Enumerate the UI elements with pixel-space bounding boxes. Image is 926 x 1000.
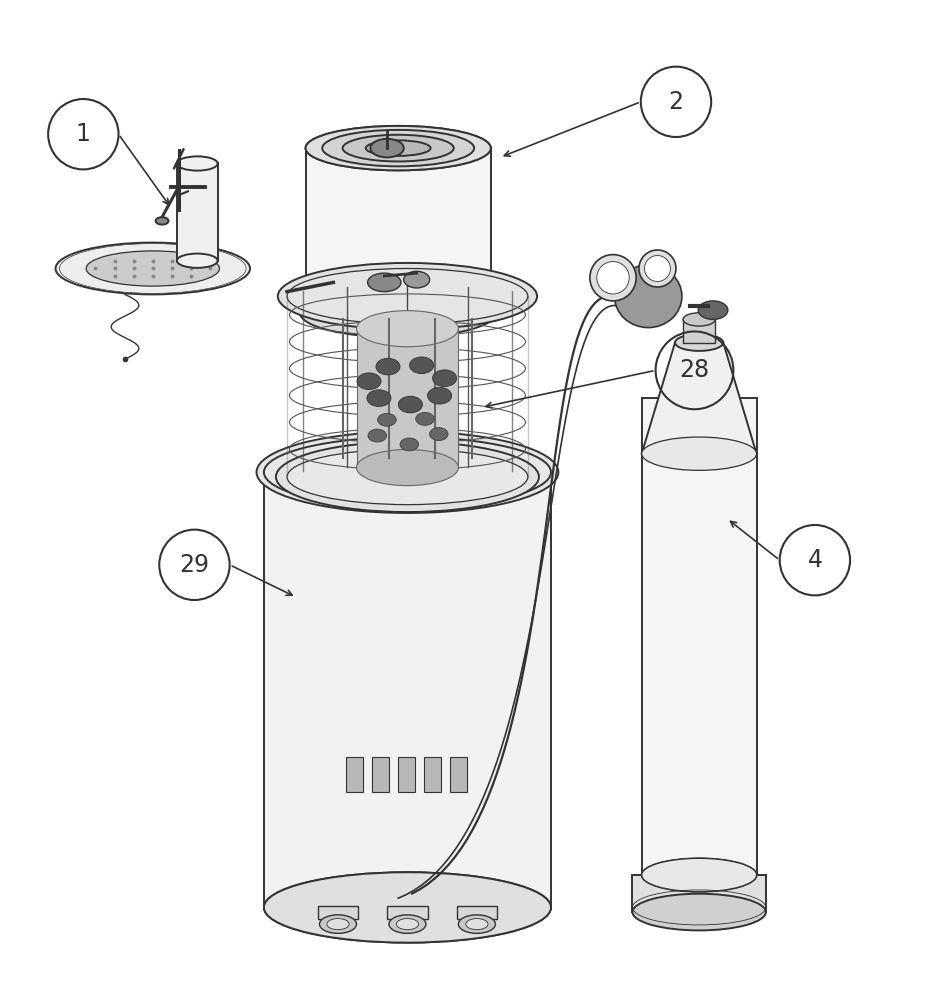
Ellipse shape (177, 254, 218, 268)
Ellipse shape (404, 271, 430, 288)
Bar (450, 757, 467, 792)
Text: 1: 1 (76, 122, 91, 146)
Ellipse shape (86, 251, 219, 286)
Ellipse shape (343, 135, 454, 161)
Ellipse shape (287, 449, 528, 505)
Ellipse shape (400, 438, 419, 451)
Ellipse shape (264, 437, 551, 507)
Text: 4: 4 (807, 548, 822, 572)
Ellipse shape (615, 265, 682, 328)
Bar (398, 757, 415, 792)
Ellipse shape (306, 265, 491, 309)
Ellipse shape (639, 250, 676, 287)
Ellipse shape (466, 919, 488, 930)
Ellipse shape (300, 289, 496, 337)
Text: 2: 2 (669, 90, 683, 114)
Ellipse shape (357, 311, 458, 347)
Ellipse shape (590, 255, 636, 301)
Ellipse shape (430, 428, 448, 441)
Bar (300, 287, 496, 313)
Text: 29: 29 (180, 553, 209, 577)
Ellipse shape (409, 357, 433, 374)
Ellipse shape (632, 894, 766, 930)
Ellipse shape (264, 872, 551, 943)
Ellipse shape (367, 390, 391, 406)
Ellipse shape (177, 156, 218, 171)
Ellipse shape (56, 243, 250, 294)
Bar (632, 875, 766, 912)
Ellipse shape (306, 126, 491, 170)
Ellipse shape (416, 412, 434, 425)
Ellipse shape (357, 373, 381, 390)
Bar (683, 319, 715, 343)
Ellipse shape (644, 256, 670, 281)
Ellipse shape (306, 265, 491, 309)
Ellipse shape (264, 872, 551, 943)
Ellipse shape (683, 313, 715, 326)
Bar (306, 148, 491, 287)
Ellipse shape (322, 130, 474, 166)
Ellipse shape (278, 263, 537, 330)
Ellipse shape (642, 858, 757, 892)
Ellipse shape (642, 858, 757, 892)
Ellipse shape (376, 358, 400, 375)
Ellipse shape (389, 915, 426, 933)
Ellipse shape (366, 140, 431, 156)
Ellipse shape (368, 273, 401, 292)
Ellipse shape (378, 413, 396, 426)
Ellipse shape (596, 262, 630, 294)
Bar (318, 906, 358, 919)
Ellipse shape (257, 431, 558, 513)
Ellipse shape (458, 915, 495, 933)
Ellipse shape (306, 126, 491, 170)
Ellipse shape (276, 442, 539, 512)
Bar (387, 906, 428, 919)
Ellipse shape (398, 396, 422, 413)
Bar (424, 757, 441, 792)
Polygon shape (642, 343, 757, 454)
Ellipse shape (396, 919, 419, 930)
Text: 28: 28 (680, 358, 709, 382)
Ellipse shape (368, 429, 386, 442)
Ellipse shape (642, 437, 757, 470)
Ellipse shape (698, 301, 728, 319)
Bar (642, 398, 757, 875)
Ellipse shape (357, 450, 458, 486)
Ellipse shape (319, 915, 357, 933)
Bar (346, 757, 363, 792)
Ellipse shape (59, 244, 246, 293)
Bar (357, 329, 458, 468)
Bar (457, 906, 497, 919)
Bar (177, 163, 218, 261)
Ellipse shape (675, 334, 723, 351)
Bar (372, 757, 389, 792)
Ellipse shape (327, 919, 349, 930)
Ellipse shape (432, 370, 457, 387)
Ellipse shape (428, 387, 452, 404)
Ellipse shape (287, 268, 528, 324)
Bar (264, 472, 551, 907)
Ellipse shape (370, 139, 404, 157)
Ellipse shape (156, 217, 169, 225)
Ellipse shape (264, 437, 551, 507)
